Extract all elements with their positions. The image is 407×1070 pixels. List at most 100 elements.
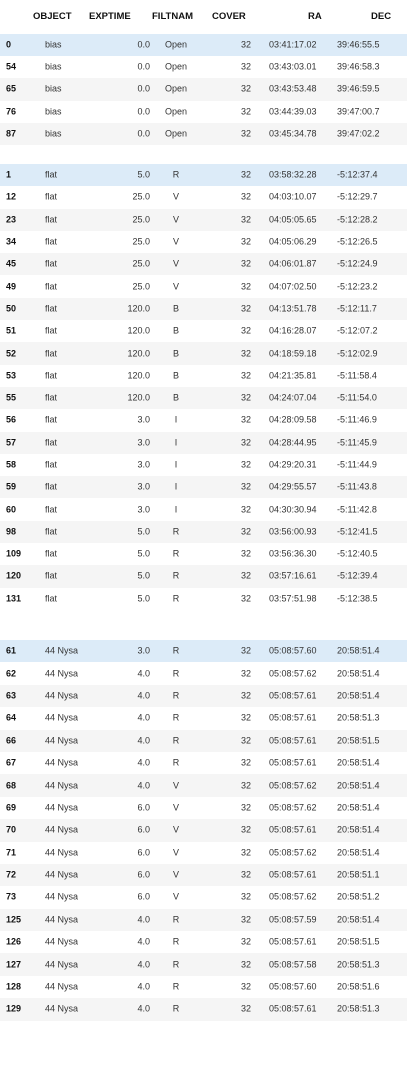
column-header-filtnam[interactable]: FILTNAM xyxy=(152,11,193,22)
cell-dec: -5:12:37.4 xyxy=(337,169,378,180)
cell-filtnam: V xyxy=(172,780,180,791)
cell-filtnam: R xyxy=(172,735,180,746)
cell-cover: 32 xyxy=(241,1003,252,1014)
cell-ra: 03:45:34.78 xyxy=(269,128,317,139)
table-row[interactable]: 70 44 Nysa 6.0 V 32 05:08:57.61 20:58:51.4 xyxy=(0,819,407,842)
cell-object: flat xyxy=(45,548,58,559)
cell-ra: 04:03:10.07 xyxy=(269,191,317,202)
cell-filtnam: V xyxy=(172,847,180,858)
cell-object: 44 Nysa xyxy=(45,645,79,656)
cell-filtnam: B xyxy=(172,303,180,314)
cell-cover: 32 xyxy=(241,548,252,559)
column-header-object[interactable]: OBJECT xyxy=(33,11,72,22)
cell-object: flat xyxy=(45,348,58,359)
cell-exptime: 4.0 xyxy=(137,959,150,970)
table-row[interactable]: 58 flat 3.0 I 32 04:29:20.31 -5:11:44.9 xyxy=(0,454,407,476)
cell-exptime: 120.0 xyxy=(127,392,150,403)
table-row[interactable]: 57 flat 3.0 I 32 04:28:44.95 -5:11:45.9 xyxy=(0,431,407,454)
table-row[interactable]: 71 44 Nysa 6.0 V 32 05:08:57.62 20:58:51.4 xyxy=(0,842,407,864)
cell-object: flat xyxy=(45,191,58,202)
table-row[interactable]: 128 44 Nysa 4.0 R 32 05:08:57.60 20:58:51.6 xyxy=(0,976,407,998)
cell-dec: -5:11:44.9 xyxy=(337,459,377,470)
cell-filtnam: I xyxy=(174,459,178,470)
table-section-nysa: 61 44 Nysa 3.0 R 32 05:08:57.60 20:58:51.4 62 44… xyxy=(0,640,407,1021)
table-row[interactable]: 69 44 Nysa 6.0 V 32 05:08:57.62 20:58:51.4 xyxy=(0,797,407,819)
table-row[interactable]: 87 bias 0.0 Open 32 03:45:34.78 39:47:02.2 xyxy=(0,122,407,145)
table-row[interactable]: 50 flat 120.0 B 32 04:13:51.78 -5:12:11.7 xyxy=(0,297,407,321)
cell-exptime: 120.0 xyxy=(127,303,150,314)
table-row[interactable]: 51 flat 120.0 B 32 04:16:28.07 -5:12:07.2 xyxy=(0,320,407,342)
cell-dec: 20:58:51.4 xyxy=(337,690,380,701)
table-row[interactable]: 12 flat 25.0 V 32 04:03:10.07 -5:12:29.7 xyxy=(0,186,407,208)
table-row[interactable]: 23 flat 25.0 V 32 04:05:05.65 -5:12:28.2 xyxy=(0,208,407,231)
table-row[interactable]: 120 flat 5.0 R 32 03:57:16.61 -5:12:39.4 xyxy=(0,565,407,588)
column-header-cover[interactable]: COVER xyxy=(212,11,246,22)
cell-filtnam: R xyxy=(172,593,180,604)
cell-dec: -5:11:54.0 xyxy=(337,392,377,403)
table-row[interactable]: 129 44 Nysa 4.0 R 32 05:08:57.61 20:58:51.3 xyxy=(0,998,407,1021)
table-row[interactable]: 61 44 Nysa 3.0 R 32 05:08:57.60 20:58:51.4 xyxy=(0,640,407,663)
table-row[interactable]: 45 flat 25.0 V 32 04:06:01.87 -5:12:24.9 xyxy=(0,253,407,276)
cell-object: 44 Nysa xyxy=(45,869,79,880)
cell-filtnam: V xyxy=(172,802,180,813)
column-header-exptime[interactable]: EXPTIME xyxy=(89,11,131,22)
table-row[interactable]: 53 flat 120.0 B 32 04:21:35.81 -5:11:58.4 xyxy=(0,365,407,387)
table-row[interactable]: 56 flat 3.0 I 32 04:28:09.58 -5:11:46.9 xyxy=(0,409,407,431)
table-row[interactable]: 131 flat 5.0 R 32 03:57:51.98 -5:12:38.5 xyxy=(0,588,407,610)
cell-index: 12 xyxy=(6,191,17,202)
table-row[interactable]: 1 flat 5.0 R 32 03:58:32.28 -5:12:37.4 xyxy=(0,164,407,187)
cell-filtnam: R xyxy=(172,959,180,970)
table-row[interactable]: 109 flat 5.0 R 32 03:56:36.30 -5:12:40.5 xyxy=(0,543,407,565)
cell-exptime: 6.0 xyxy=(137,802,150,813)
cell-dec: 39:47:00.7 xyxy=(337,106,380,117)
cell-exptime: 6.0 xyxy=(137,869,150,880)
table-row[interactable]: 49 flat 25.0 V 32 04:07:02.50 -5:12:23.2 xyxy=(0,275,407,297)
cell-filtnam: Open xyxy=(164,39,188,50)
cell-cover: 32 xyxy=(241,526,252,537)
cell-filtnam: V xyxy=(172,281,180,292)
table-row[interactable]: 65 bias 0.0 Open 32 03:43:53.48 39:46:59.5 xyxy=(0,78,407,101)
table-row[interactable]: 73 44 Nysa 6.0 V 32 05:08:57.62 20:58:51.2 xyxy=(0,886,407,908)
table-row[interactable]: 67 44 Nysa 4.0 R 32 05:08:57.61 20:58:51.4 xyxy=(0,752,407,774)
cell-ra: 04:24:07.04 xyxy=(269,392,317,403)
table-row[interactable]: 63 44 Nysa 4.0 R 32 05:08:57.61 20:58:51.4 xyxy=(0,684,407,708)
cell-ra: 05:08:57.59 xyxy=(269,914,317,925)
cell-index: 63 xyxy=(6,690,17,701)
cell-exptime: 25.0 xyxy=(132,258,150,269)
table-row[interactable]: 126 44 Nysa 4.0 R 32 05:08:57.61 20:58:51.5 xyxy=(0,931,407,953)
cell-index: 73 xyxy=(6,891,17,902)
cell-cover: 32 xyxy=(241,712,252,723)
cell-filtnam: R xyxy=(172,668,180,679)
cell-cover: 32 xyxy=(241,459,252,470)
table-row[interactable]: 68 44 Nysa 4.0 V 32 05:08:57.62 20:58:51.4 xyxy=(0,774,407,797)
column-header-ra[interactable]: RA xyxy=(308,11,322,22)
table-row[interactable]: 125 44 Nysa 4.0 R 32 05:08:57.59 20:58:51.4 xyxy=(0,908,407,932)
table-row[interactable]: 52 flat 120.0 B 32 04:18:59.18 -5:12:02.9 xyxy=(0,342,407,365)
cell-dec: 20:58:51.4 xyxy=(337,847,380,858)
cell-exptime: 120.0 xyxy=(127,325,150,336)
cell-index: 69 xyxy=(6,802,17,813)
table-row[interactable]: 55 flat 120.0 B 32 04:24:07.04 -5:11:54.0 xyxy=(0,386,407,410)
table-row[interactable]: 127 44 Nysa 4.0 R 32 05:08:57.58 20:58:51.3 xyxy=(0,953,407,976)
cell-ra: 04:28:44.95 xyxy=(269,437,317,448)
cell-filtnam: R xyxy=(172,981,180,992)
column-header-dec[interactable]: DEC xyxy=(371,11,392,22)
table-row[interactable]: 76 bias 0.0 Open 32 03:44:39.03 39:47:00.7 xyxy=(0,101,407,123)
table-section-bias: 0 bias 0.0 Open 32 03:41:17.02 39:46:55.5 54 bia… xyxy=(0,34,407,145)
table-row[interactable]: 59 flat 3.0 I 32 04:29:55.57 -5:11:43.8 xyxy=(0,476,407,499)
cell-dec: -5:12:02.9 xyxy=(337,348,378,359)
table-row[interactable]: 60 flat 3.0 I 32 04:30:30.94 -5:11:42.8 xyxy=(0,498,407,520)
table-row[interactable]: 66 44 Nysa 4.0 R 32 05:08:57.61 20:58:51.5 xyxy=(0,729,407,752)
table-row[interactable]: 54 bias 0.0 Open 32 03:43:03.01 39:46:58.3 xyxy=(0,56,407,78)
table-row[interactable]: 72 44 Nysa 6.0 V 32 05:08:57.61 20:58:51.1 xyxy=(0,863,407,887)
table-row[interactable]: 0 bias 0.0 Open 32 03:41:17.02 39:46:55.5 xyxy=(0,34,407,57)
cell-index: 55 xyxy=(6,392,17,403)
table-row[interactable]: 64 44 Nysa 4.0 R 32 05:08:57.61 20:58:51.3 xyxy=(0,707,407,729)
table-row[interactable]: 34 flat 25.0 V 32 04:05:06.29 -5:12:26.5 xyxy=(0,231,407,253)
cell-filtnam: Open xyxy=(164,61,188,72)
cell-cover: 32 xyxy=(241,869,252,880)
cell-object: flat xyxy=(45,526,58,537)
cell-index: 87 xyxy=(6,128,17,139)
table-row[interactable]: 98 flat 5.0 R 32 03:56:00.93 -5:12:41.5 xyxy=(0,520,407,544)
table-row[interactable]: 62 44 Nysa 4.0 R 32 05:08:57.62 20:58:51.4 xyxy=(0,662,407,684)
